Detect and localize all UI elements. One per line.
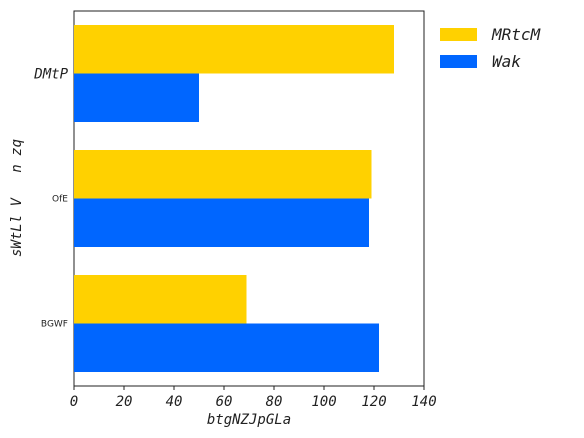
x-tick-label: 0: [70, 394, 78, 410]
y-tick-label: DMtP: [33, 67, 68, 83]
y-tick-label: OfE: [52, 195, 68, 205]
legend-swatch-Wak: [440, 55, 477, 68]
legend-label-MRtcM: MRtcM: [491, 25, 542, 44]
x-axis-label: btgNZJpGLa: [207, 412, 291, 428]
bar-OfE-MRtcM: [74, 150, 372, 199]
bar-BGWF-MRtcM: [74, 275, 247, 324]
bar-DMtP-MRtcM: [74, 25, 394, 74]
y-axis-label: sWtLl V n zq: [9, 139, 25, 257]
x-tick-label: 140: [411, 394, 436, 410]
x-tick-label: 100: [311, 394, 336, 410]
y-tick-labels: DMtP OfE BGWF: [33, 67, 68, 330]
legend-swatch-MRtcM: [440, 28, 477, 41]
bars-group: [74, 25, 394, 372]
x-axis-ticks: 0 20 40 60 80 100 120 140: [70, 386, 437, 410]
bar-BGWF-Wak: [74, 323, 379, 372]
x-tick-label: 60: [216, 394, 233, 410]
x-tick-label: 80: [266, 394, 283, 410]
y-tick-label: BGWF: [41, 320, 68, 330]
bar-DMtP-Wak: [74, 73, 199, 122]
legend: MRtcM Wak: [440, 25, 542, 71]
x-tick-label: 120: [361, 394, 386, 410]
x-tick-label: 40: [166, 394, 183, 410]
legend-label-Wak: Wak: [492, 52, 521, 71]
x-tick-label: 20: [116, 394, 133, 410]
bar-OfE-Wak: [74, 198, 369, 247]
